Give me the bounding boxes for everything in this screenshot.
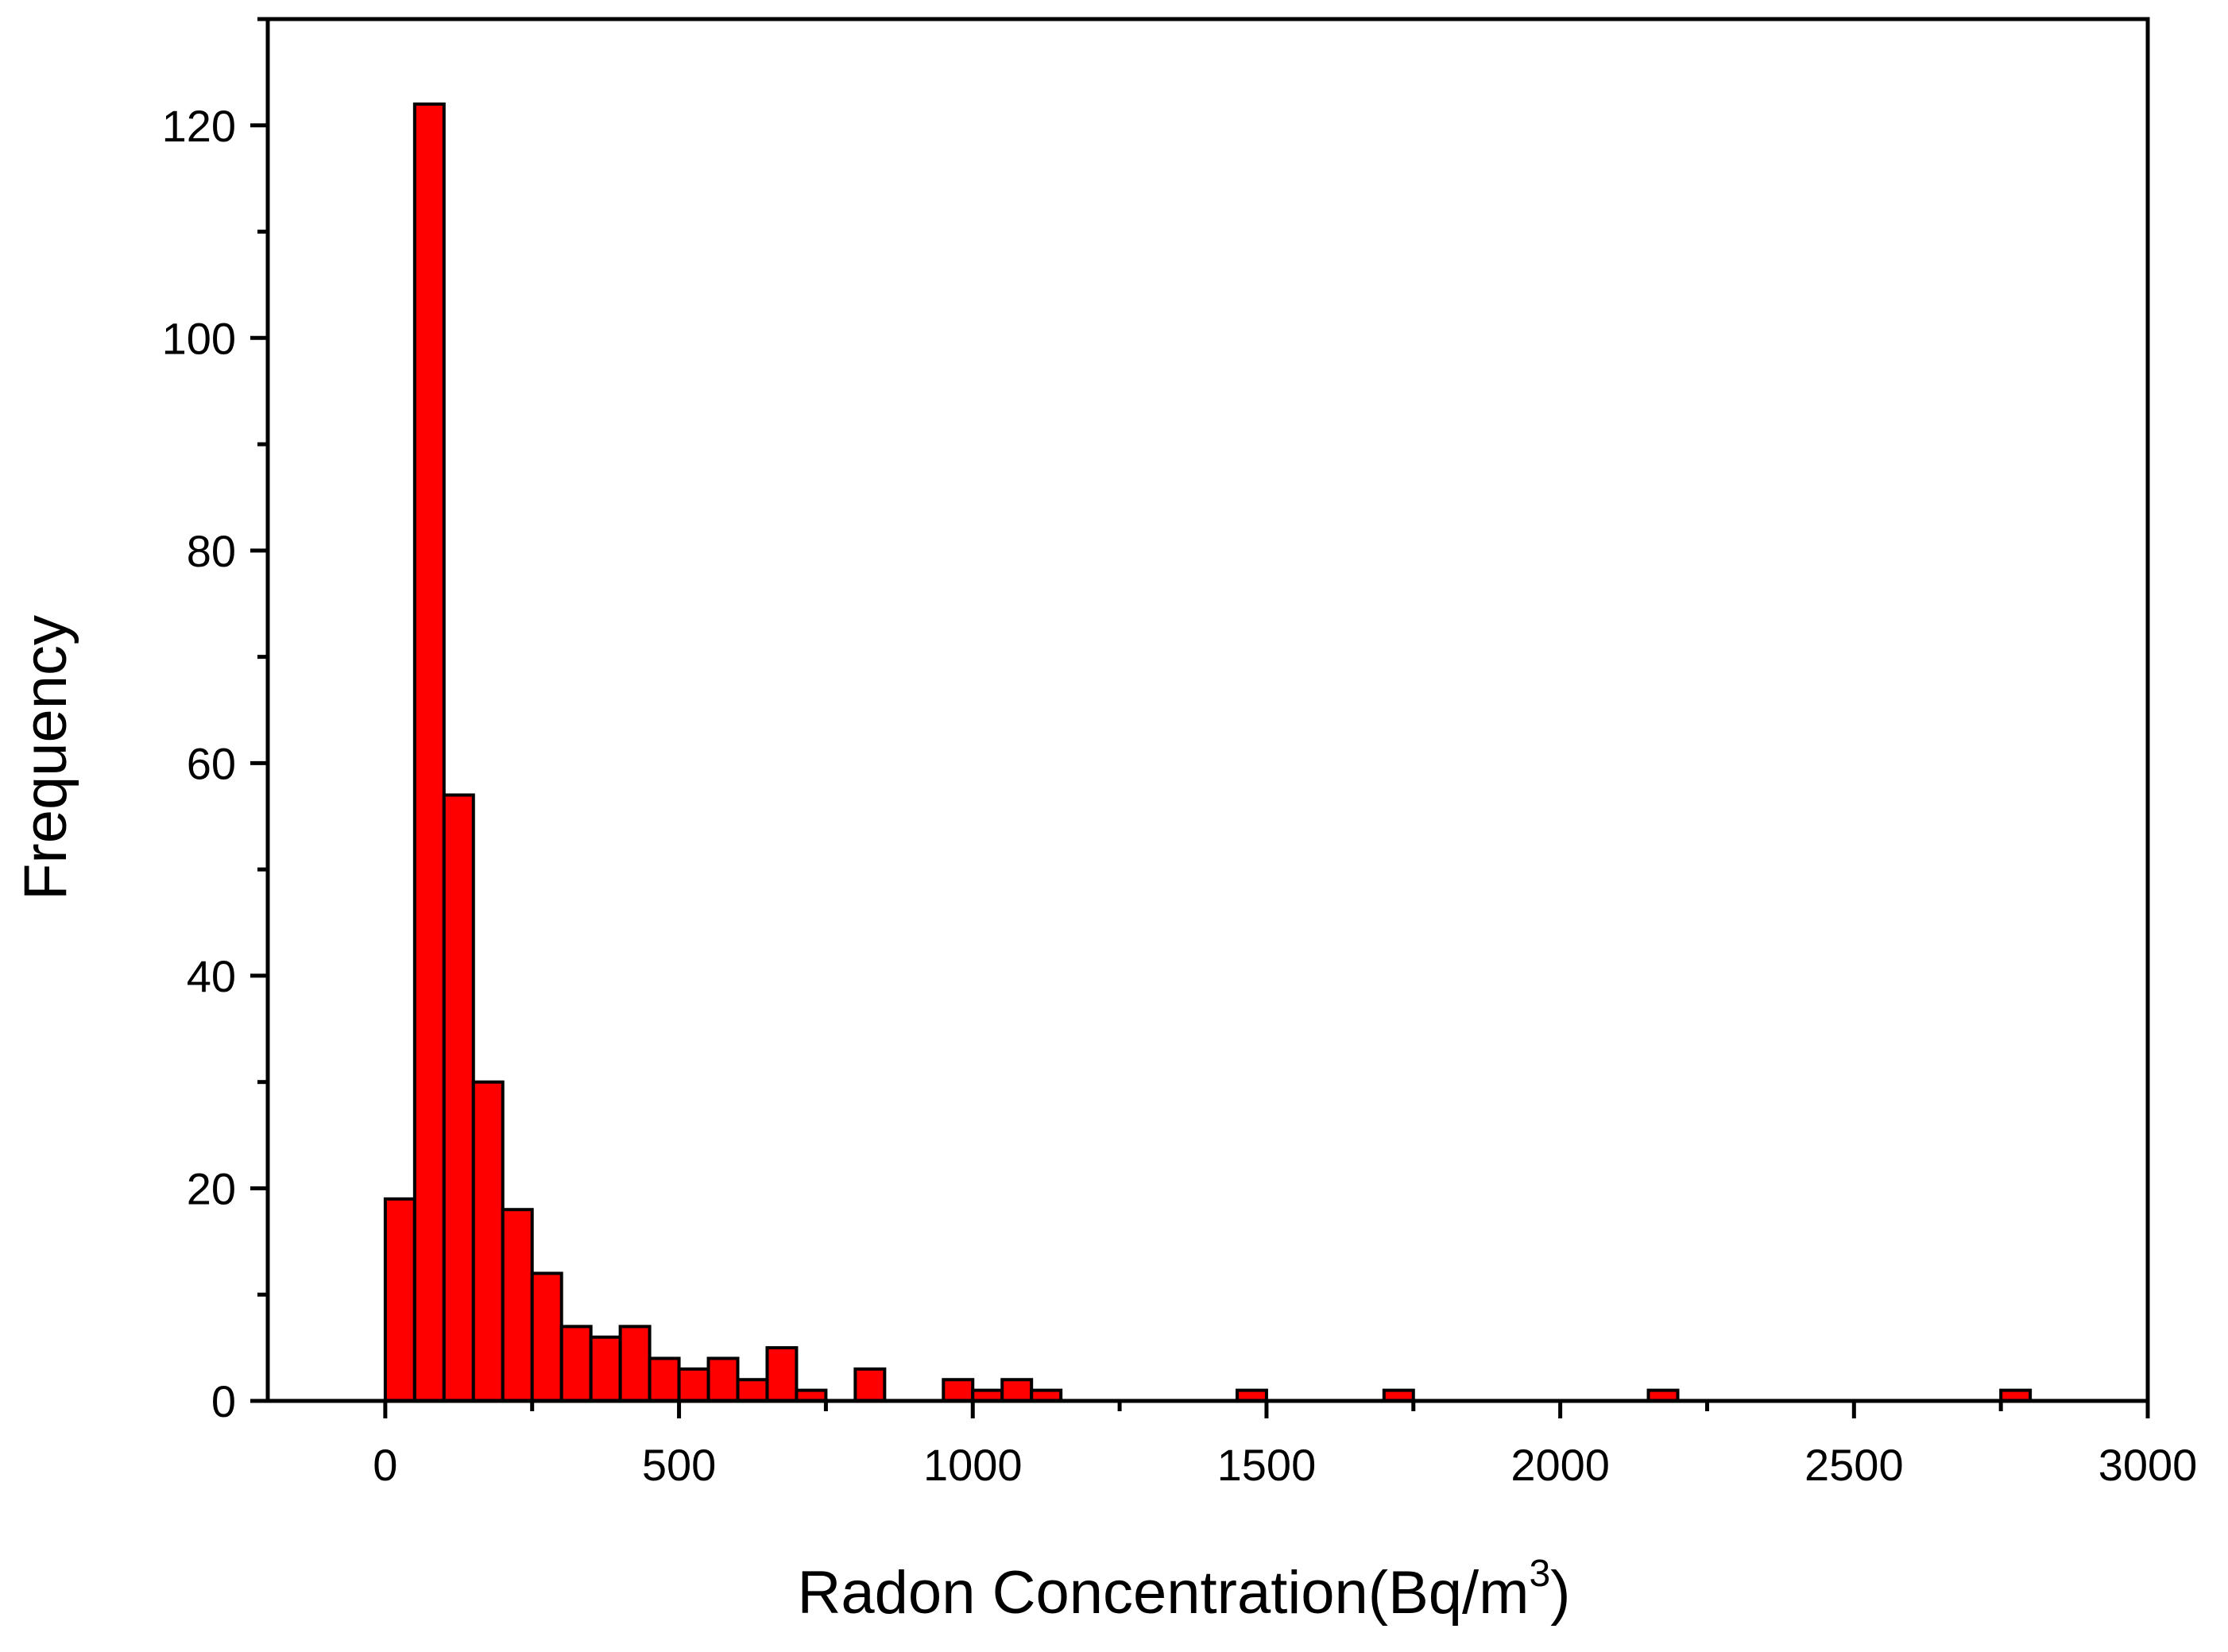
y-tick-label-80: 80 — [187, 526, 236, 576]
bars-group — [385, 104, 2030, 1401]
x-tick-label-1000: 1000 — [923, 1440, 1023, 1490]
bar-2 — [444, 795, 474, 1401]
bar-7 — [591, 1337, 621, 1401]
x-tick-label-1500: 1500 — [1217, 1440, 1317, 1490]
bar-5 — [532, 1273, 562, 1401]
bar-16 — [943, 1379, 973, 1401]
bar-6 — [562, 1326, 591, 1401]
bar-18 — [1002, 1379, 1031, 1401]
x-axis-title-close: ) — [1550, 1559, 1570, 1627]
bar-8 — [621, 1326, 650, 1401]
bar-9 — [650, 1358, 679, 1401]
y-tick-label-120: 120 — [162, 101, 236, 151]
y-tick-label-20: 20 — [187, 1163, 236, 1213]
plot-frame — [268, 19, 2148, 1401]
x-axis-title-main: Radon Concentration(Bq/m — [798, 1559, 1530, 1627]
y-tick-label-60: 60 — [187, 738, 236, 788]
bar-0 — [385, 1199, 415, 1401]
x-tick-label-2500: 2500 — [1804, 1440, 1904, 1490]
bar-13 — [767, 1348, 796, 1401]
x-tick-label-3000: 3000 — [2098, 1440, 2198, 1490]
bar-1 — [415, 104, 444, 1401]
x-axis-title-superscript: 3 — [1529, 1553, 1550, 1595]
bar-10 — [679, 1369, 709, 1401]
bar-3 — [474, 1082, 503, 1401]
y-tick-label-100: 100 — [162, 313, 236, 363]
x-tick-label-500: 500 — [642, 1440, 716, 1490]
x-tick-label-0: 0 — [373, 1440, 397, 1490]
y-tick-label-0: 0 — [211, 1376, 236, 1426]
bar-4 — [503, 1209, 532, 1401]
x-axis-title: Radon Concentration(Bq/m3) — [798, 1553, 1571, 1627]
bar-11 — [709, 1358, 738, 1401]
x-tick-label-2000: 2000 — [1510, 1440, 1610, 1490]
bar-12 — [738, 1379, 768, 1401]
bar-15 — [855, 1369, 884, 1401]
y-axis-title: Frequency — [12, 615, 79, 900]
y-tick-label-40: 40 — [187, 951, 236, 1001]
